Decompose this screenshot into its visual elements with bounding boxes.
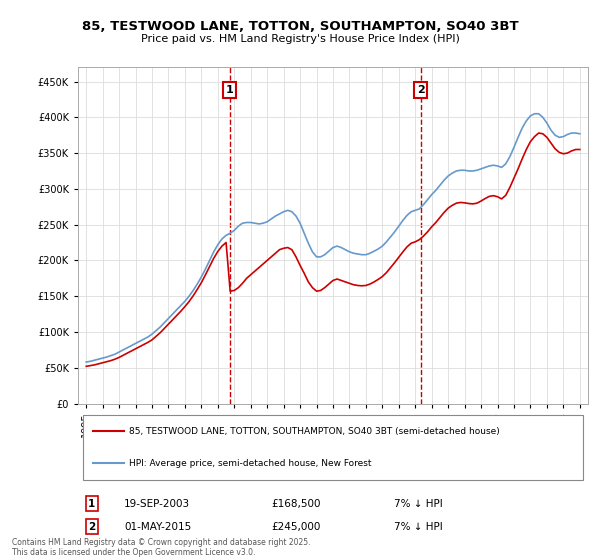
Text: Contains HM Land Registry data © Crown copyright and database right 2025.
This d: Contains HM Land Registry data © Crown c… [12, 538, 311, 557]
Text: HPI: Average price, semi-detached house, New Forest: HPI: Average price, semi-detached house,… [129, 459, 371, 468]
Text: £168,500: £168,500 [272, 499, 322, 509]
Text: Price paid vs. HM Land Registry's House Price Index (HPI): Price paid vs. HM Land Registry's House … [140, 34, 460, 44]
Text: 2: 2 [88, 522, 95, 532]
Text: 7% ↓ HPI: 7% ↓ HPI [394, 499, 443, 509]
Text: 1: 1 [88, 499, 95, 509]
Text: £245,000: £245,000 [272, 522, 321, 532]
Text: 85, TESTWOOD LANE, TOTTON, SOUTHAMPTON, SO40 3BT: 85, TESTWOOD LANE, TOTTON, SOUTHAMPTON, … [82, 20, 518, 32]
Text: 19-SEP-2003: 19-SEP-2003 [124, 499, 190, 509]
Text: 01-MAY-2015: 01-MAY-2015 [124, 522, 191, 532]
Text: 7% ↓ HPI: 7% ↓ HPI [394, 522, 443, 532]
Text: 2: 2 [417, 85, 425, 95]
Text: 1: 1 [226, 85, 233, 95]
FancyBboxPatch shape [83, 415, 583, 480]
Text: 85, TESTWOOD LANE, TOTTON, SOUTHAMPTON, SO40 3BT (semi-detached house): 85, TESTWOOD LANE, TOTTON, SOUTHAMPTON, … [129, 427, 500, 436]
